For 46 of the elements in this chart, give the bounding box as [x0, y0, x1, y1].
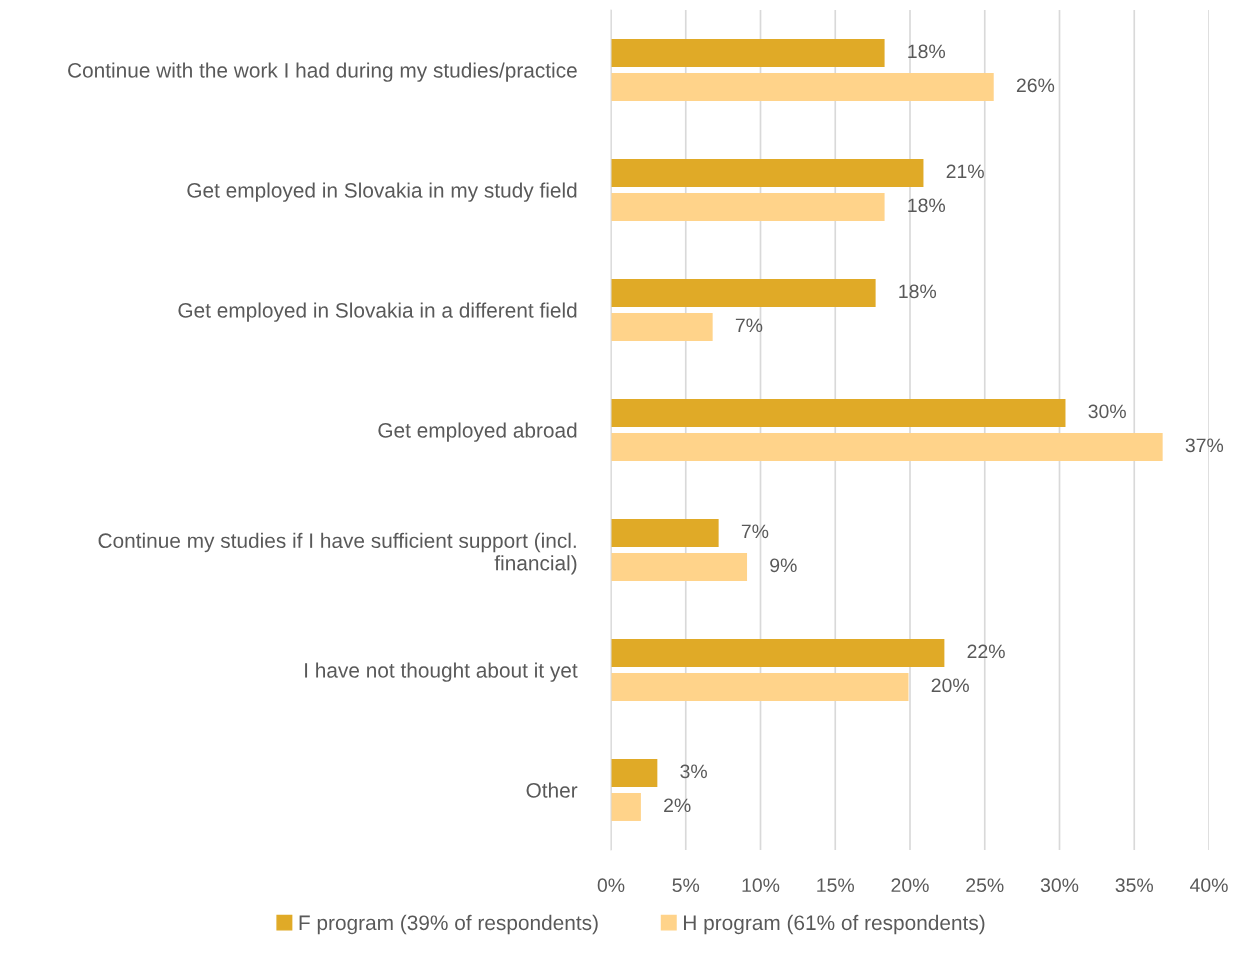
data-label: 30% [1088, 404, 1126, 419]
data-label: 37% [1185, 438, 1224, 453]
data-label: 3% [680, 764, 707, 779]
y-tick-label: Continue with the work I had during my studies/practice [68, 62, 577, 82]
legend-label: F program (39% of respondents) [299, 914, 598, 935]
data-label: 22% [967, 644, 1005, 659]
bar [611, 673, 909, 701]
legend-label: H program (61% of respondents) [684, 914, 985, 935]
bar [611, 759, 658, 787]
data-label: 2% [664, 798, 691, 813]
bar [611, 39, 885, 67]
data-label: 9% [770, 558, 797, 573]
data-label: 7% [741, 524, 769, 539]
y-tick-label: Continue my studies if I have sufficient support (incl. financial) [98, 532, 577, 575]
bar [611, 159, 924, 187]
x-tick-label: 10% [742, 878, 780, 893]
bar [611, 73, 994, 101]
data-label: 26% [1016, 78, 1055, 93]
y-tick-label: Other [526, 782, 578, 798]
x-tick-label: 30% [1040, 878, 1079, 893]
bar [611, 519, 719, 547]
x-tick-label: 20% [891, 878, 929, 893]
bar [611, 553, 748, 581]
bar [611, 793, 641, 821]
bar [611, 313, 713, 341]
x-tick-label: 25% [966, 878, 1004, 893]
data-label: 7% [735, 318, 763, 333]
y-tick-label: I have not thought about it yet [305, 662, 578, 682]
y-tick-label: Get employed abroad [378, 422, 577, 442]
y-tick-label: Get employed in Slovakia in a different field [178, 302, 577, 322]
x-tick-label: 15% [817, 878, 855, 893]
y-tick-label: Get employed in Slovakia in my study field [187, 182, 577, 202]
bar [611, 433, 1163, 461]
x-tick-label: 5% [672, 878, 700, 893]
x-tick-label: 35% [1115, 878, 1154, 893]
x-tick-label: 0% [597, 878, 625, 893]
bar [611, 193, 885, 221]
bar [611, 639, 945, 667]
data-label: 18% [899, 284, 937, 299]
data-label: 21% [946, 164, 984, 179]
data-label: 18% [908, 198, 946, 213]
data-label: 18% [908, 44, 946, 59]
bar [611, 399, 1066, 427]
data-label: 20% [931, 678, 969, 693]
bar [611, 279, 876, 307]
x-tick-label: 40% [1189, 878, 1228, 893]
